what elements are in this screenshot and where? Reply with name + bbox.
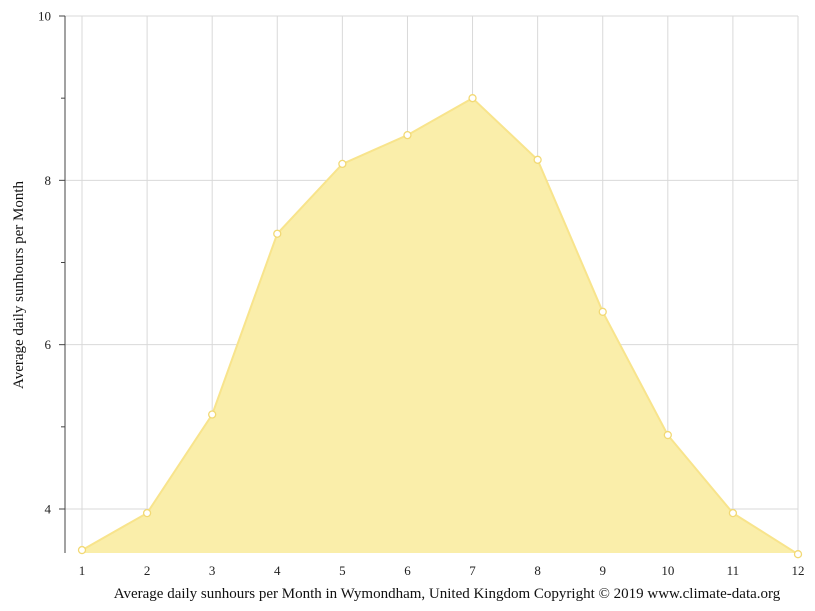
data-point-month-6 [403,130,412,140]
x-tick-label-3: 3 [209,563,216,578]
data-point-month-3 [208,410,217,419]
area-fill [82,98,798,555]
x-tick-label-7: 7 [469,563,476,578]
x-tick-label-10: 10 [661,563,674,578]
data-point-month-2 [142,508,152,518]
data-points [77,94,803,559]
y-tick-label-4: 4 [45,502,52,517]
data-point-month-7 [468,94,477,103]
y-tick-label-10: 10 [38,9,51,24]
data-point-month-12 [793,550,803,559]
x-tick-label-4: 4 [274,563,281,578]
data-point-month-8 [533,155,542,164]
data-point-month-10 [663,430,672,440]
y-axis-tick-labels: 4 6 8 10 [38,9,52,517]
x-tick-label-1: 1 [79,563,86,578]
x-axis-tick-labels: 1 2 3 4 5 6 7 8 9 10 11 12 [79,563,805,578]
series-line [81,96,799,556]
data-point-month-1 [77,545,87,555]
x-tick-label-6: 6 [404,563,411,578]
x-tick-label-8: 8 [534,563,541,578]
data-point-month-4 [273,229,282,238]
data-point-month-11 [728,508,738,518]
data-point-month-9 [598,307,607,316]
y-tick-label-8: 8 [45,173,52,188]
y-tick-label-6: 6 [45,337,52,352]
y-axis-title: Average daily sunhours per Month [11,181,27,390]
x-tick-label-5: 5 [339,563,346,578]
x-tick-label-2: 2 [144,563,151,578]
x-axis-title: Average daily sunhours per Month in Wymo… [114,586,781,602]
x-tick-label-11: 11 [727,563,740,578]
y-axis [59,15,66,553]
x-tick-label-9: 9 [599,563,606,578]
data-point-month-5 [338,159,347,169]
x-tick-label-12: 12 [792,563,805,578]
